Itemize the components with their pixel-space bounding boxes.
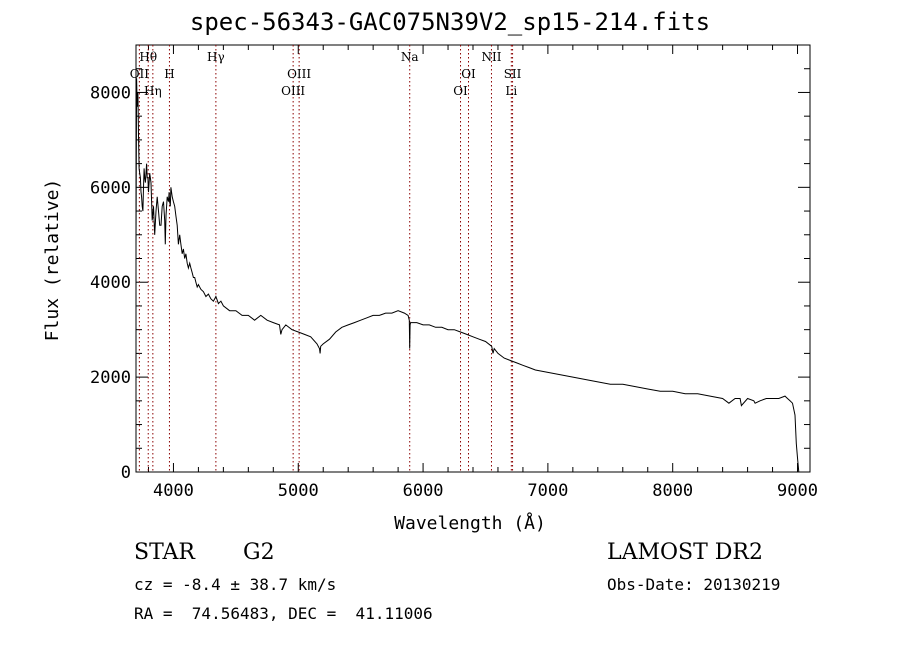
spectral-line-label: NII [481, 50, 501, 64]
spectrum-line [135, 78, 800, 473]
spectral-line-label: Hγ [207, 50, 225, 64]
x-axis-label: Wavelength (Å) [394, 512, 546, 534]
spectral-line-label: OIII [281, 84, 305, 98]
y-tick-label: 8000 [90, 83, 131, 103]
redshift-value: cz = -8.4 ± 38.7 km/s [134, 575, 337, 594]
plot-frame [135, 44, 811, 473]
object-type: STAR [134, 540, 195, 565]
x-tick-label: 9000 [777, 481, 818, 501]
y-axis-label: Flux (relative) [42, 179, 63, 342]
spectral-line-label: OI [453, 84, 468, 98]
x-tick-label: 8000 [652, 481, 693, 501]
spectral-line-label: Li [505, 84, 517, 98]
y-tick-label: 4000 [90, 273, 131, 293]
x-tick-label: 7000 [527, 481, 568, 501]
y-tick-label: 2000 [90, 368, 131, 388]
spectral-line-label: Hη [144, 84, 162, 98]
chart-title: spec-56343-GAC075N39V2_sp15-214.fits [189, 8, 711, 36]
spectral-line-label: Hθ [139, 50, 157, 64]
coordinates: RA = 74.56483, DEC = 41.11006 [134, 604, 433, 623]
x-tick-label: 4000 [153, 481, 194, 501]
spectral-line-label: OII [130, 67, 150, 81]
observation-date: Obs-Date: 20130219 [607, 575, 781, 594]
object-subclass: G2 [243, 540, 275, 565]
spectral-line-label: H [164, 67, 174, 81]
y-tick-label: 6000 [90, 178, 131, 198]
survey-name: LAMOST DR2 [607, 540, 763, 565]
x-tick-label: 6000 [403, 481, 444, 501]
spectral-line-label: OIII [287, 67, 311, 81]
spectral-line-label: OI [461, 67, 476, 81]
spectral-line-label: SII [504, 67, 522, 81]
x-tick-label: 5000 [278, 481, 319, 501]
y-tick-label: 0 [121, 463, 131, 483]
spectral-line-label: Na [401, 50, 419, 64]
